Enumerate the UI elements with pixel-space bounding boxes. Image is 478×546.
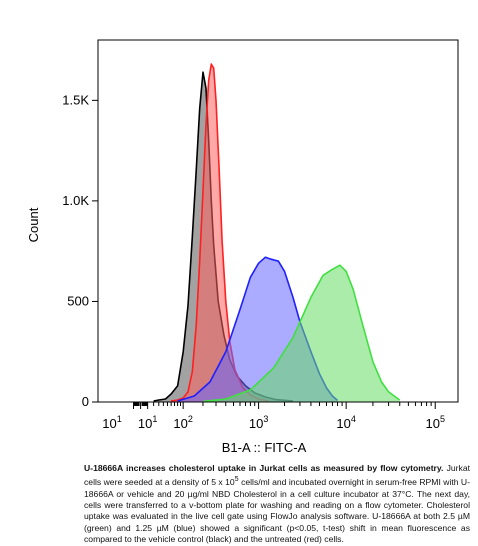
- series-1-area: [171, 64, 269, 402]
- caption-title: U-18666A increases cholesterol uptake in…: [84, 463, 444, 473]
- series-0-area: [153, 72, 293, 402]
- caption-text-2: cells/ml and incubated overnight in seru…: [84, 477, 471, 545]
- x-tick-label: 101: [138, 414, 157, 431]
- y-tick-label: 500: [67, 293, 89, 308]
- x-tick-label: 102: [173, 414, 192, 431]
- x-axis-title: B1-A :: FITC-A: [222, 440, 307, 455]
- y-tick-label: 1.0K: [62, 193, 89, 208]
- plot-area: [153, 63, 401, 403]
- series-3-area: [203, 265, 400, 402]
- x-tick-label: 104: [336, 414, 355, 431]
- y-tick-label: 0: [82, 394, 89, 409]
- x-tick-label: 101: [102, 414, 121, 431]
- x-tick-label: 103: [249, 414, 268, 431]
- figure-caption: U-18666A increases cholesterol uptake in…: [84, 463, 470, 546]
- plot-frame: [97, 39, 459, 403]
- x-tick-label: 105: [425, 414, 444, 431]
- y-axis-title: Count: [26, 207, 41, 242]
- axes: 0 500 1.0K 1.5K 101 101 102 103 104 105: [62, 39, 459, 431]
- series-3-line: [202, 264, 401, 403]
- caption-superscript: 5: [234, 475, 239, 484]
- caption-text-1: Jurkat cells were seeded at a density of…: [84, 463, 470, 488]
- y-tick-label: 1.5K: [62, 92, 89, 107]
